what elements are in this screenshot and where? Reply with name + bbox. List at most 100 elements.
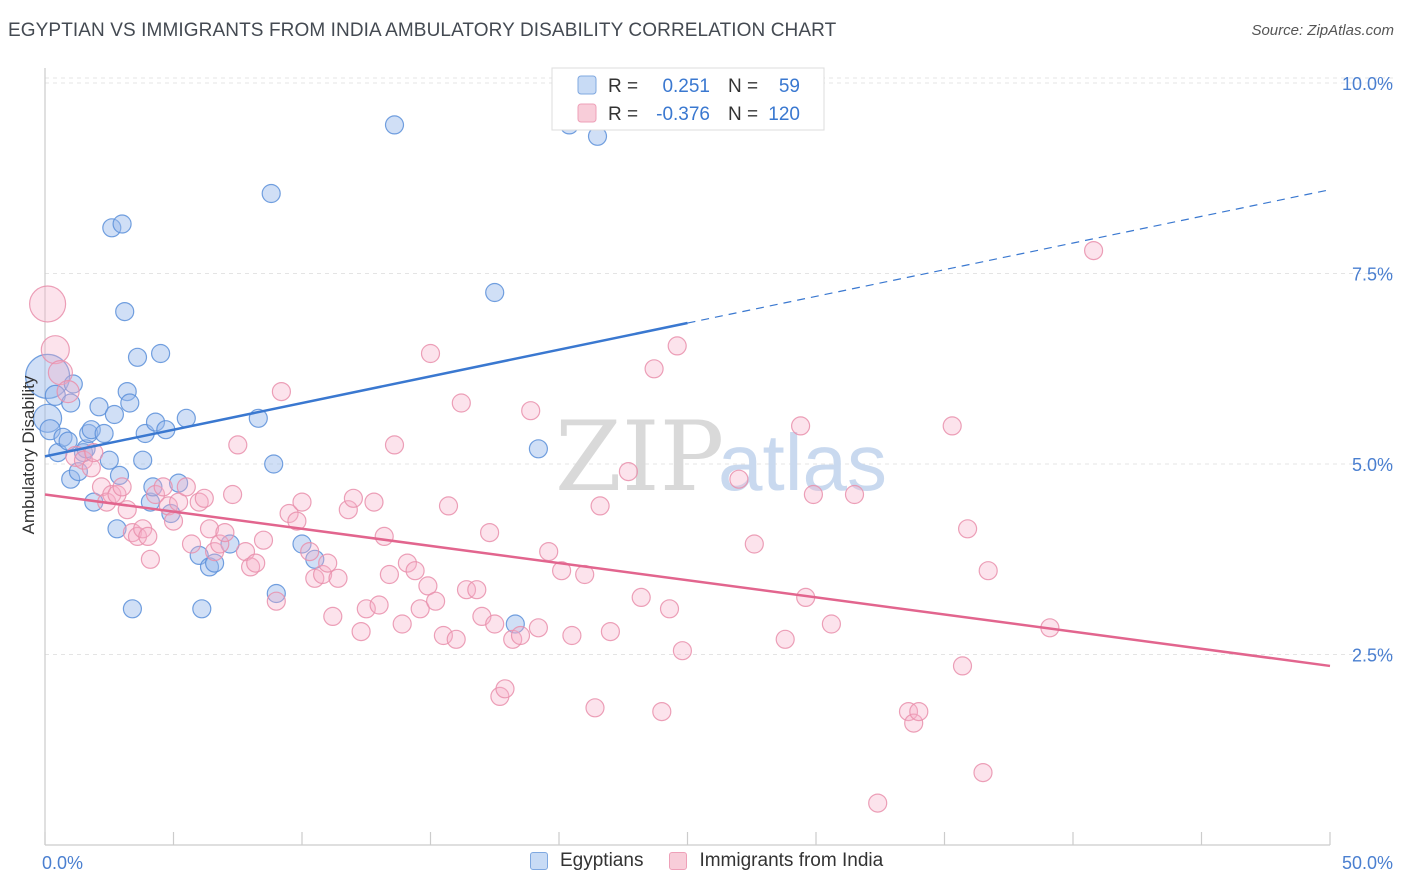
axes: [44, 68, 1331, 846]
point-1-37: [253, 530, 274, 550]
point-0-41: [199, 557, 220, 577]
legend-item-egyptians[interactable]: Egyptians: [530, 850, 643, 872]
point-1-33: [228, 435, 248, 455]
legend-n-label-2: N =: [728, 104, 758, 125]
point-1-67: [446, 629, 466, 649]
legend-r-value-1: 0.251: [662, 76, 710, 97]
point-0-21: [107, 519, 127, 539]
y-tick-label-3: 10.0%: [1342, 74, 1393, 94]
point-1-5: [73, 450, 94, 470]
point-0-2: [39, 419, 61, 441]
point-1-77: [510, 625, 531, 646]
watermark-atlas: atlas: [718, 418, 887, 507]
point-0-27: [122, 599, 142, 619]
point-1-19: [145, 484, 166, 505]
point-1-97: [790, 416, 811, 436]
point-1-49: [338, 500, 358, 520]
point-1-25: [181, 534, 202, 554]
point-1-1: [40, 335, 70, 365]
watermark: ZIP atlas: [555, 401, 887, 513]
point-1-66: [438, 496, 459, 516]
point-0-45: [261, 183, 281, 204]
legend-n-label-1: N =: [728, 76, 758, 97]
point-1-93: [672, 641, 693, 661]
point-1-61: [410, 599, 430, 619]
point-1-62: [418, 576, 438, 596]
legend-r-label-1: R =: [608, 76, 638, 97]
point-0-24: [115, 302, 135, 322]
point-1-70: [467, 580, 487, 600]
point-0-29: [133, 450, 153, 470]
point-1-85: [590, 496, 610, 516]
point-1-27: [194, 488, 214, 508]
point-1-38: [266, 591, 286, 611]
point-1-32: [223, 484, 243, 505]
legend-box: R = 0.251 N = 59 R = -0.376 N = 120: [551, 67, 825, 131]
point-0-14: [81, 420, 101, 440]
point-1-82: [562, 625, 582, 646]
point-1-52: [356, 599, 376, 619]
point-1-91: [659, 599, 680, 619]
point-1-109: [973, 762, 993, 783]
point-1-57: [384, 435, 405, 455]
trend-line-extension-0: [687, 189, 1331, 324]
point-1-24: [176, 477, 196, 497]
point-1-43: [300, 541, 320, 562]
watermark-zip: ZIP: [555, 401, 724, 513]
point-0-19: [102, 218, 122, 238]
point-0-43: [220, 534, 240, 554]
point-0-51: [485, 282, 505, 303]
point-1-81: [551, 561, 572, 581]
point-1-39: [271, 382, 291, 402]
point-0-26: [120, 393, 140, 413]
legend-item-india[interactable]: Immigrants from India: [669, 850, 883, 872]
point-0-34: [151, 343, 171, 364]
point-1-53: [364, 492, 384, 512]
point-1-99: [803, 484, 824, 505]
point-1-31: [215, 522, 235, 543]
point-0-18: [99, 450, 119, 470]
point-0-22: [109, 465, 130, 485]
series-1: [28, 241, 1104, 813]
legend-n-value-1: 59: [779, 76, 800, 97]
point-1-112: [1083, 241, 1104, 261]
point-1-59: [397, 553, 417, 573]
point-1-92: [667, 336, 687, 356]
data-points: [24, 115, 1104, 813]
point-1-88: [631, 587, 651, 608]
point-1-72: [480, 522, 500, 543]
point-1-89: [644, 359, 664, 379]
point-1-20: [153, 477, 173, 497]
point-0-47: [266, 583, 286, 604]
point-1-95: [744, 534, 764, 554]
point-1-18: [140, 549, 160, 569]
point-1-51: [351, 621, 371, 642]
point-0-8: [61, 469, 81, 489]
point-1-55: [374, 526, 394, 547]
point-1-96: [775, 629, 795, 649]
point-1-103: [898, 701, 919, 722]
point-0-28: [127, 347, 148, 367]
chart-title: EGYPTIAN VS IMMIGRANTS FROM INDIA AMBULA…: [8, 20, 837, 41]
point-1-28: [199, 519, 220, 539]
legend-swatch-india: [577, 103, 597, 123]
legend-r-value-2: -0.376: [656, 104, 710, 125]
legend-swatch-egyptians: [577, 75, 597, 95]
point-1-54: [369, 595, 389, 615]
point-0-7: [61, 393, 81, 413]
point-1-42: [292, 492, 312, 512]
point-0-17: [94, 423, 114, 444]
series-0: [24, 115, 608, 634]
point-1-101: [844, 484, 865, 505]
point-1-68: [451, 393, 471, 413]
point-1-69: [456, 580, 477, 600]
point-1-47: [323, 606, 343, 627]
point-1-108: [957, 519, 978, 539]
point-1-0: [28, 285, 67, 323]
point-1-94: [729, 469, 749, 489]
y-tick-label-1: 5.0%: [1352, 455, 1393, 475]
point-1-102: [868, 793, 888, 813]
legend-r-label-2: R =: [608, 104, 638, 125]
point-1-58: [392, 614, 412, 634]
point-0-5: [53, 427, 73, 447]
